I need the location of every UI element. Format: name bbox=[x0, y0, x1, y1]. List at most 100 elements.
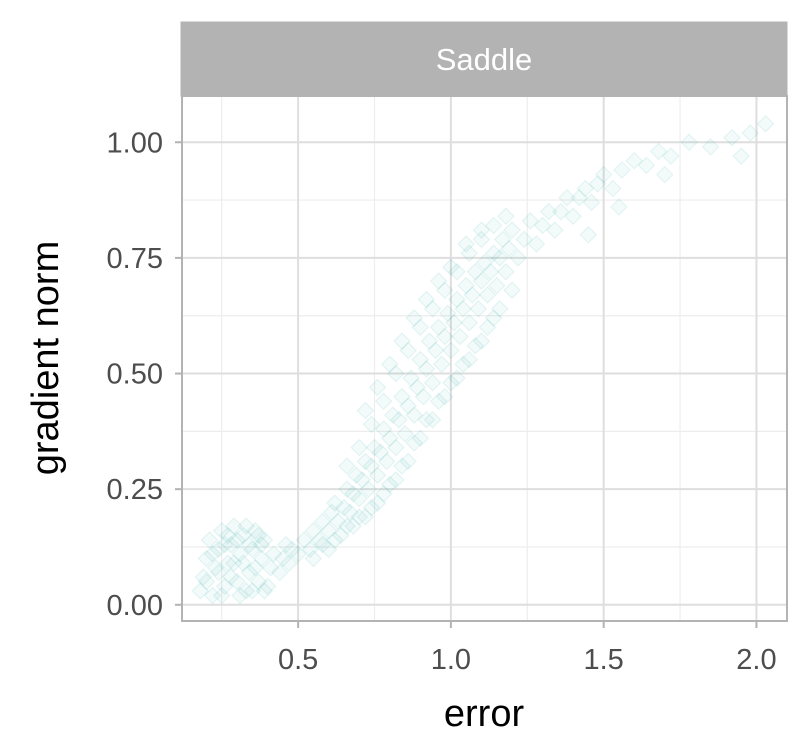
data-point bbox=[445, 313, 463, 332]
data-points bbox=[191, 114, 775, 605]
data-point bbox=[228, 572, 246, 591]
data-point bbox=[362, 415, 381, 434]
data-point bbox=[368, 494, 387, 512]
data-point bbox=[368, 466, 387, 485]
data-point bbox=[377, 452, 396, 471]
data-point bbox=[741, 124, 760, 142]
data-point bbox=[252, 535, 271, 554]
data-point bbox=[637, 156, 656, 175]
data-point bbox=[435, 327, 454, 346]
data-point bbox=[319, 540, 338, 559]
data-point bbox=[362, 457, 381, 475]
data-point bbox=[460, 313, 479, 332]
data-point bbox=[429, 318, 448, 337]
data-point bbox=[396, 424, 414, 443]
data-point bbox=[484, 309, 503, 327]
data-point bbox=[197, 549, 216, 568]
data-point bbox=[374, 484, 393, 503]
data-point bbox=[399, 452, 417, 471]
data-point bbox=[225, 554, 243, 573]
data-point bbox=[475, 253, 494, 272]
data-point bbox=[570, 188, 589, 207]
data-point bbox=[723, 128, 741, 147]
data-point bbox=[319, 521, 338, 540]
data-point bbox=[328, 512, 347, 531]
data-point bbox=[240, 563, 259, 582]
data-point bbox=[243, 540, 262, 559]
data-point bbox=[206, 558, 225, 577]
data-point bbox=[313, 512, 332, 531]
data-point bbox=[594, 165, 613, 184]
data-point bbox=[420, 332, 439, 351]
data-point bbox=[197, 572, 216, 591]
data-point bbox=[442, 341, 460, 360]
data-point bbox=[466, 262, 485, 281]
data-point bbox=[405, 434, 424, 452]
data-point bbox=[438, 304, 457, 323]
data-point bbox=[539, 202, 558, 221]
data-point bbox=[393, 387, 411, 406]
data-point bbox=[322, 503, 341, 522]
data-point bbox=[655, 165, 674, 184]
data-point bbox=[472, 221, 491, 239]
data-point bbox=[365, 438, 384, 457]
data-point bbox=[374, 420, 393, 438]
data-point bbox=[338, 517, 356, 536]
data-point bbox=[435, 387, 454, 406]
data-point bbox=[472, 272, 491, 290]
data-point bbox=[212, 586, 231, 605]
data-point bbox=[338, 457, 356, 475]
data-point bbox=[613, 161, 631, 179]
facet-strip: Saddle bbox=[180, 21, 788, 97]
y-tick-label: 0.75 bbox=[107, 243, 163, 275]
data-point bbox=[283, 540, 301, 559]
data-point bbox=[249, 526, 268, 545]
data-point bbox=[383, 406, 402, 425]
data-point bbox=[408, 378, 427, 397]
data-point bbox=[521, 212, 540, 230]
data-point bbox=[610, 198, 628, 216]
data-point bbox=[497, 207, 515, 226]
x-tick-label: 0.5 bbox=[278, 644, 318, 676]
data-point bbox=[432, 355, 451, 374]
data-point bbox=[756, 114, 775, 133]
data-point bbox=[335, 498, 353, 517]
panel-background bbox=[182, 96, 787, 621]
data-point bbox=[387, 471, 405, 489]
y-tick-label: 1.00 bbox=[107, 127, 163, 159]
data-point bbox=[423, 373, 442, 392]
data-point bbox=[325, 531, 344, 549]
data-point bbox=[295, 531, 314, 549]
data-point bbox=[356, 508, 375, 526]
data-point bbox=[194, 568, 213, 586]
data-point bbox=[399, 341, 417, 360]
data-point bbox=[304, 549, 323, 568]
data-point bbox=[399, 397, 417, 415]
data-point bbox=[405, 309, 424, 327]
data-point bbox=[270, 563, 289, 582]
data-point bbox=[515, 230, 534, 249]
data-point bbox=[344, 484, 362, 503]
data-point bbox=[625, 151, 644, 170]
data-point bbox=[332, 526, 350, 545]
data-point bbox=[457, 276, 476, 295]
data-point bbox=[234, 554, 252, 573]
facet-strip-background bbox=[180, 21, 788, 97]
data-point bbox=[273, 549, 292, 568]
data-point bbox=[576, 179, 595, 198]
data-point bbox=[497, 262, 515, 281]
data-point bbox=[509, 249, 527, 267]
data-point bbox=[411, 429, 430, 448]
data-point bbox=[463, 286, 482, 304]
panel-border bbox=[181, 95, 788, 622]
data-point bbox=[469, 299, 488, 318]
data-point bbox=[478, 286, 497, 304]
data-point bbox=[493, 230, 512, 249]
data-point bbox=[588, 175, 607, 193]
data-point bbox=[442, 373, 460, 392]
y-tick-label: 0.00 bbox=[107, 590, 163, 622]
data-point bbox=[503, 221, 521, 239]
data-point bbox=[680, 133, 699, 152]
data-point bbox=[423, 410, 442, 429]
